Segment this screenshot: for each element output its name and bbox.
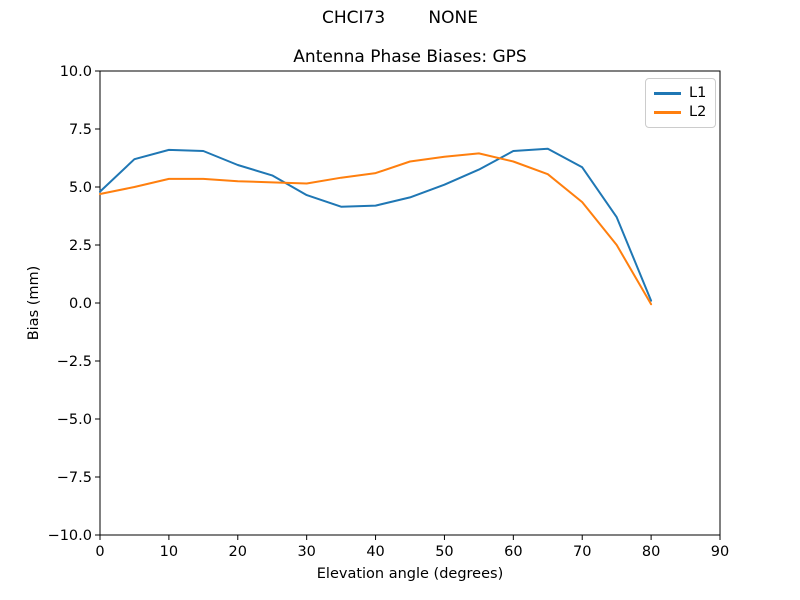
suptitle: CHCI73 NONE bbox=[322, 8, 478, 28]
x-tick-label: 40 bbox=[366, 544, 384, 560]
x-tick-label: 10 bbox=[160, 544, 178, 560]
legend-line-swatch-l2 bbox=[654, 111, 681, 114]
x-tick-label: 20 bbox=[229, 544, 247, 560]
legend-label-l2: L2 bbox=[689, 104, 707, 120]
x-tick-label: 30 bbox=[297, 544, 315, 560]
y-tick-label: 7.5 bbox=[69, 122, 92, 138]
y-tick-label: −2.5 bbox=[57, 354, 92, 370]
series-line-l1 bbox=[99, 147, 653, 302]
y-tick-label: −7.5 bbox=[57, 470, 92, 486]
y-tick-label: −10.0 bbox=[48, 528, 92, 544]
y-tick-label: 2.5 bbox=[69, 238, 92, 254]
legend-item-l1: L1 bbox=[654, 84, 706, 103]
y-tick-label: 0.0 bbox=[69, 296, 92, 312]
x-tick-label: 60 bbox=[504, 544, 522, 560]
legend-item-l2: L2 bbox=[654, 103, 706, 122]
y-tick-label: −5.0 bbox=[57, 412, 92, 428]
x-tick-label: 50 bbox=[435, 544, 453, 560]
x-axis-label: Elevation angle (degrees) bbox=[317, 566, 503, 582]
series-line-l2 bbox=[99, 152, 653, 306]
legend: L1 L2 bbox=[645, 78, 717, 128]
chart-title: Antenna Phase Biases: GPS bbox=[293, 47, 526, 67]
x-tick-label: 70 bbox=[573, 544, 591, 560]
plot-area: 0 10 20 30 40 50 60 70 80 90 −10.0 −7.5 −5.0 −2.5 0.0 2… bbox=[48, 64, 730, 560]
y-tick-label: 5.0 bbox=[69, 180, 92, 196]
x-tick-label: 90 bbox=[711, 544, 729, 560]
y-axis-label: Bias (mm) bbox=[26, 266, 42, 341]
x-tick-label: 0 bbox=[95, 544, 104, 560]
legend-line-swatch-l1 bbox=[654, 92, 681, 95]
x-tick-label: 80 bbox=[642, 544, 660, 560]
y-tick-label: 10.0 bbox=[60, 64, 92, 80]
legend-label-l1: L1 bbox=[689, 85, 707, 101]
axes-frame bbox=[99, 70, 721, 536]
